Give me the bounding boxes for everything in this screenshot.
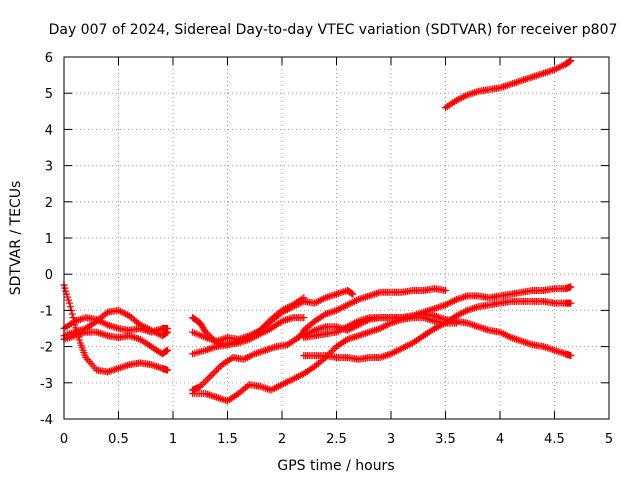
y-tick-label: 5 <box>45 87 53 102</box>
y-tick-label: -1 <box>40 304 53 319</box>
x-axis-label: GPS time / hours <box>277 458 394 474</box>
data-point <box>66 303 74 311</box>
data-point <box>68 310 76 318</box>
y-tick-label: 2 <box>45 196 53 211</box>
y-tick-label: -3 <box>40 377 53 392</box>
x-tick-label: 3 <box>387 432 395 447</box>
data-point <box>75 333 83 341</box>
y-tick-label: 3 <box>45 160 53 175</box>
data-point <box>75 336 83 344</box>
data-point <box>349 290 357 298</box>
series-c4 <box>300 285 449 334</box>
axis-ticks: 0 0.5 1 1.5 2 2.5 3 3.5 4 4.5 5 -4 -3 -2 -1 0 1 2 3 4 5 6 <box>40 51 613 447</box>
data-point <box>61 284 69 292</box>
data-point <box>442 286 449 294</box>
data-point <box>567 283 575 291</box>
x-tick-label: 2.5 <box>326 432 347 447</box>
data-point <box>69 314 77 322</box>
y-tick-label: 6 <box>45 51 53 66</box>
x-tick-label: 2 <box>278 432 286 447</box>
x-tick-label: 4 <box>496 432 504 447</box>
series-c3 <box>300 283 575 340</box>
data-point <box>300 314 308 322</box>
x-tick-label: 3.5 <box>435 432 456 447</box>
data-point <box>70 317 78 325</box>
x-tick-label: 1 <box>169 432 177 447</box>
y-tick-label: 1 <box>45 232 53 247</box>
data-point <box>567 352 575 360</box>
data-point <box>300 294 308 302</box>
x-tick-label: 0 <box>60 432 68 447</box>
y-tick-label: 0 <box>45 268 53 283</box>
data-point <box>74 330 82 338</box>
data-point <box>567 299 575 307</box>
series-d1 <box>442 57 575 112</box>
x-tick-label: 5 <box>605 432 613 447</box>
data-point <box>71 321 79 329</box>
y-axis-label: SDTVAR / TECUs <box>8 181 24 296</box>
data-point <box>567 57 575 65</box>
x-tick-label: 4.5 <box>544 432 565 447</box>
x-tick-label: 0.5 <box>108 432 129 447</box>
data-point <box>65 299 73 307</box>
y-tick-label: -4 <box>40 413 53 428</box>
chart-title: Day 007 of 2024, Sidereal Day-to-day VTE… <box>49 22 618 38</box>
y-tick-label: -2 <box>40 341 53 356</box>
data-point <box>64 293 72 301</box>
data-point <box>72 324 80 332</box>
data-point <box>73 327 81 335</box>
data-point <box>65 296 73 304</box>
data-point <box>164 328 172 336</box>
x-tick-label: 1.5 <box>217 432 238 447</box>
data-point <box>62 287 70 295</box>
data-point <box>164 366 172 374</box>
series-b3 <box>189 294 308 358</box>
y-tick-label: 4 <box>45 123 53 138</box>
data-point <box>164 346 172 354</box>
